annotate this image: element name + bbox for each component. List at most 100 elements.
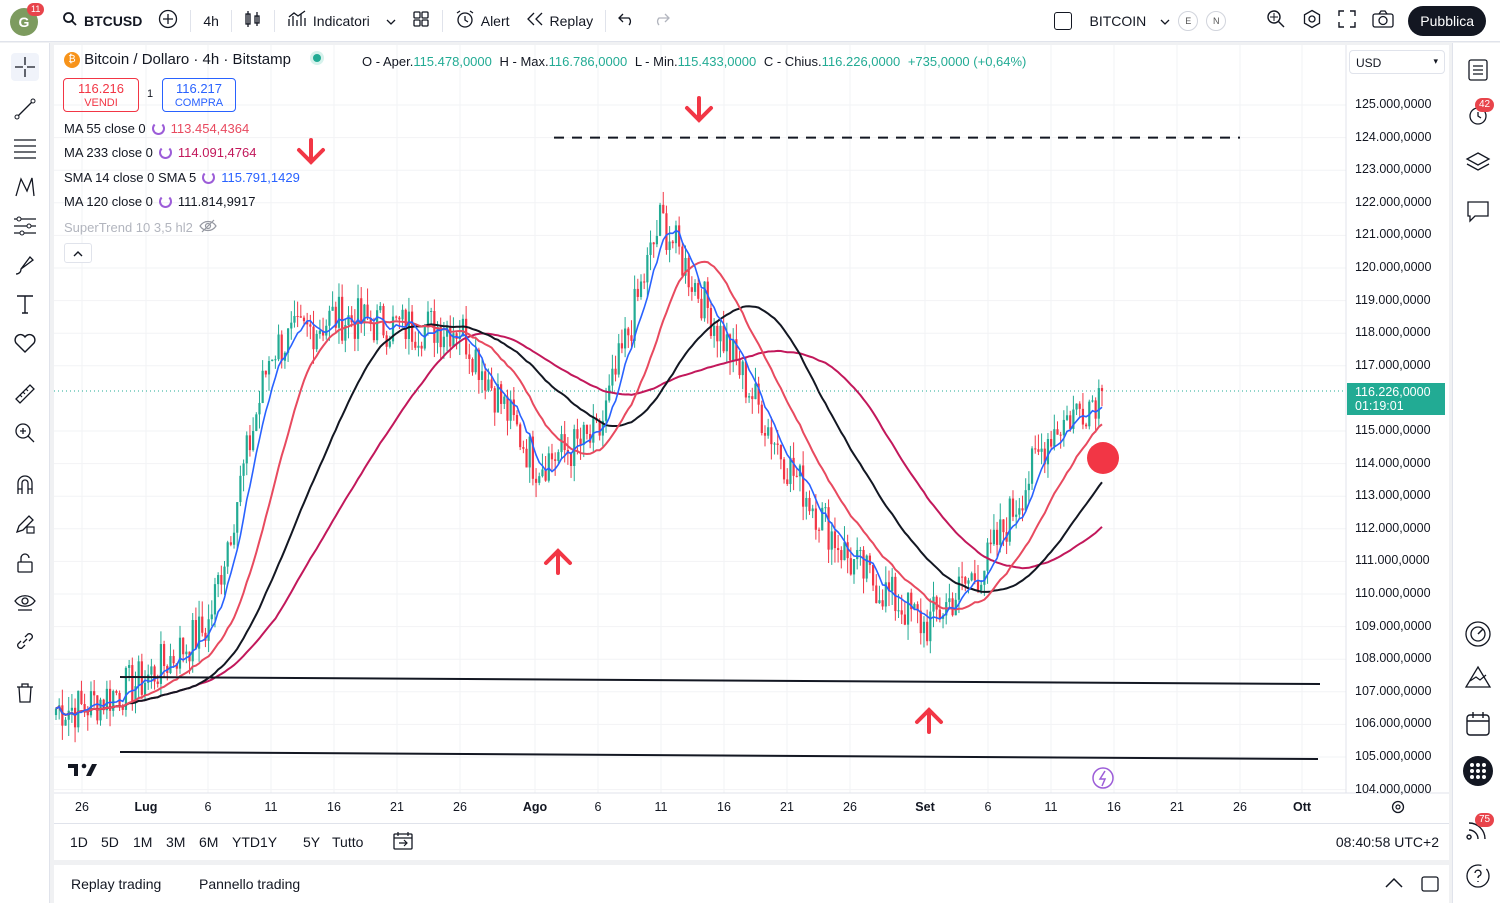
compare-symbol-button[interactable] — [150, 6, 186, 36]
zoom-tool[interactable] — [11, 419, 39, 447]
clock-label[interactable]: 08:40:58 UTC+2 — [1335, 834, 1439, 850]
range-button-5d[interactable]: 5D — [101, 834, 119, 850]
collapse-legend-button[interactable] — [64, 243, 92, 263]
watchlist-button[interactable] — [1463, 55, 1493, 85]
object-tree-button[interactable] — [1463, 147, 1493, 177]
range-button-6m[interactable]: 6M — [199, 834, 219, 850]
fib-tool[interactable] — [11, 134, 39, 162]
delete-tool[interactable] — [11, 679, 39, 707]
fullscreen-button[interactable] — [1330, 6, 1364, 36]
zoom-in-icon — [15, 423, 35, 443]
range-button-3m[interactable]: 3M — [166, 834, 186, 850]
price-tick-label: 117.000,0000 — [1355, 357, 1431, 372]
alert-button[interactable]: Alert — [447, 6, 518, 36]
spread-value: 1 — [147, 88, 154, 100]
watchlist-selector[interactable]: BITCOIN — [1046, 6, 1179, 36]
trendline-icon — [14, 98, 36, 120]
drawing-mode-tool[interactable] — [11, 510, 39, 538]
chart-pane[interactable] — [54, 45, 1449, 860]
rewind-icon — [526, 12, 544, 29]
time-tick-label: 26 — [453, 800, 467, 814]
price-tick-label: 106.000,0000 — [1355, 716, 1432, 731]
range-button-ytd[interactable]: YTD — [232, 834, 260, 850]
magnet-tool[interactable] — [11, 471, 39, 499]
indicator-supertrend[interactable]: SuperTrend 10 3,5 hl2 — [64, 219, 217, 236]
range-button-1d[interactable]: 1D — [70, 834, 88, 850]
watchlist-label: BITCOIN — [1089, 12, 1147, 29]
range-button-1y[interactable]: 1Y — [260, 834, 278, 850]
sync-icon — [158, 146, 172, 159]
indicator-sma14[interactable]: SMA 14 close 0 SMA 5 115.791,1429 — [64, 170, 300, 185]
indicator-label: MA 55 close 0 — [64, 121, 146, 136]
forecast-tool[interactable] — [11, 212, 39, 240]
goto-date-button[interactable] — [392, 831, 414, 854]
pattern-tool[interactable] — [11, 173, 39, 201]
lock-open-icon — [17, 553, 33, 573]
badge-n[interactable]: N — [1206, 10, 1227, 31]
search-sparkle-icon — [1266, 9, 1286, 32]
link-tool[interactable] — [11, 627, 39, 655]
chat-button[interactable] — [1463, 196, 1493, 226]
change-value: +735,0000 (+0,64%) — [907, 54, 1027, 69]
text-tool[interactable] — [11, 290, 39, 318]
settings-button[interactable] — [1294, 6, 1330, 36]
heart-icon — [14, 333, 36, 353]
tab-trading-panel[interactable]: Pannello trading — [199, 876, 301, 892]
tab-replay-trading[interactable]: Replay trading — [71, 876, 162, 892]
snapshot-button[interactable] — [1364, 6, 1402, 36]
maximize-panel-button[interactable] — [1420, 875, 1440, 896]
time-tick-label: 16 — [327, 800, 341, 814]
currency-selector[interactable]: USD ▾ — [1349, 50, 1445, 74]
products-button[interactable] — [1463, 756, 1493, 786]
range-button-5y[interactable]: 5Y — [303, 834, 321, 850]
bitcoin-icon: ₿ — [64, 52, 80, 68]
chevron-up-icon — [73, 250, 83, 256]
time-tick-label: 21 — [390, 800, 404, 814]
symbol-search[interactable]: BTCUSD — [54, 6, 150, 36]
notifications-button[interactable] — [1463, 815, 1493, 845]
range-button-tutto[interactable]: Tutto — [332, 834, 364, 850]
ruler-tool[interactable] — [11, 380, 39, 408]
low-value: 115.433,0000 — [677, 54, 757, 69]
replay-button[interactable]: Replay — [518, 6, 602, 36]
visibility-tool[interactable] — [11, 588, 39, 616]
time-tick-label: 11 — [654, 800, 668, 814]
help-button[interactable] — [1463, 861, 1493, 891]
chart-type-button[interactable] — [236, 6, 270, 36]
indicator-ma120[interactable]: MA 120 close 0 111.814,9917 — [64, 194, 255, 209]
indicator-ma55[interactable]: MA 55 close 0 113.454,4364 — [64, 121, 249, 136]
symbol-legend[interactable]: ₿ Bitcoin / Dollaro · 4h · Bitstamp — [64, 51, 322, 68]
buy-button[interactable]: 116.217 COMPRA — [162, 78, 236, 112]
indicator-ma233[interactable]: MA 233 close 0 114.091,4764 — [64, 145, 256, 160]
calendar-button[interactable] — [1463, 709, 1493, 739]
publish-button[interactable]: Pubblica — [1408, 5, 1486, 36]
indicators-button[interactable]: Indicatori — [279, 6, 378, 36]
indicators-dropdown[interactable] — [378, 6, 404, 36]
badge-e[interactable]: E — [1178, 10, 1199, 31]
brush-icon — [15, 256, 34, 275]
layouts-button[interactable] — [404, 6, 438, 36]
undo-button[interactable] — [610, 6, 644, 36]
redo-button[interactable] — [644, 6, 678, 36]
interval-button[interactable]: 4h — [203, 12, 219, 29]
axis-settings-button[interactable] — [1389, 798, 1407, 816]
sync-icon — [158, 195, 172, 208]
lock-tool[interactable] — [11, 549, 39, 577]
trendline-tool[interactable] — [11, 95, 39, 123]
chevron-up-icon — [1385, 877, 1403, 888]
time-tick-label: Ott — [1292, 800, 1312, 814]
range-toolbar: 1D 5D 1M 3M 6M YTD 1Y 5Y Tutto 08:40:58 UTC+2 — [54, 823, 1449, 859]
favorites-tool[interactable] — [11, 329, 39, 357]
right-sidebar: 42 75 — [1452, 43, 1500, 903]
search-icon — [62, 11, 78, 30]
trading-panel-button[interactable] — [1463, 619, 1493, 649]
ideas-button[interactable] — [1463, 663, 1493, 693]
sell-button[interactable]: 116.216 VENDI — [63, 78, 139, 112]
time-tick-label: Ago — [522, 800, 548, 814]
quick-search-button[interactable] — [1258, 6, 1294, 36]
collapse-panel-button[interactable] — [1384, 876, 1404, 893]
crosshair-tool[interactable] — [11, 53, 39, 81]
price-tick-label: 105.000,0000 — [1355, 749, 1432, 763]
brush-tool[interactable] — [11, 251, 39, 279]
range-button-1m[interactable]: 1M — [133, 834, 153, 850]
